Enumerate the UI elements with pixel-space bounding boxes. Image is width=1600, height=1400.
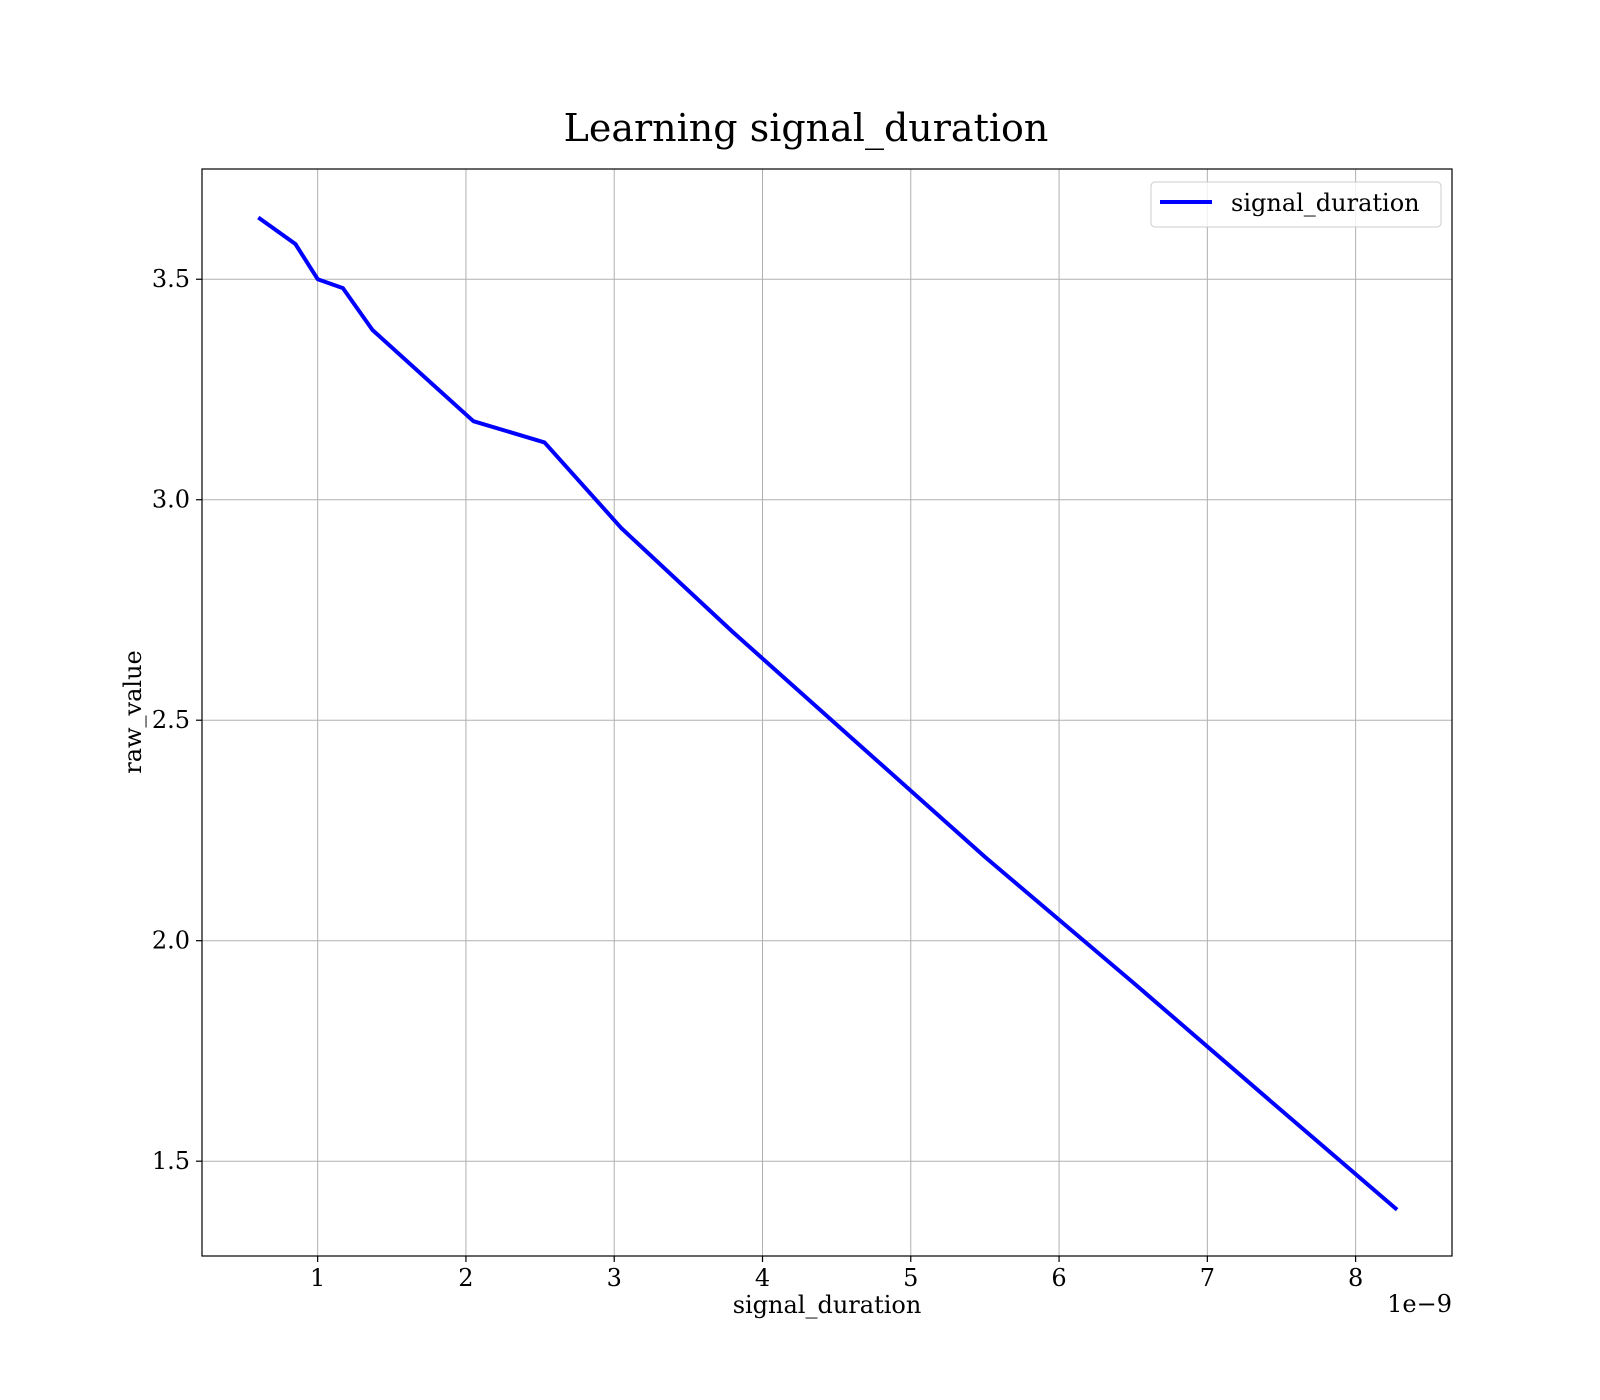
- legend: signal_duration: [1150, 181, 1442, 228]
- x-tick-label: 2: [458, 1264, 473, 1292]
- y-tick-label: 3.0: [152, 486, 190, 514]
- x-axis-offset-text: 1e−9: [1387, 1290, 1452, 1318]
- y-tick-label: 2.5: [152, 706, 190, 734]
- x-tick-label: 7: [1200, 1264, 1215, 1292]
- legend-label-signal-duration: signal_duration: [1231, 189, 1420, 217]
- x-tick-label: 4: [755, 1264, 770, 1292]
- y-tick-label: 3.5: [152, 265, 190, 293]
- x-tick-label: 6: [1051, 1264, 1066, 1292]
- series-layer: [257, 215, 1399, 1212]
- y-tick-label: 1.5: [152, 1147, 190, 1175]
- x-tick-label: 3: [607, 1264, 622, 1292]
- y-tick-label: 2.0: [152, 927, 190, 955]
- y-axis-ticks: 1.5 2.0 2.5 3.0 3.5: [152, 265, 202, 1175]
- chart-title: Learning signal_duration: [564, 106, 1049, 151]
- x-tick-label: 5: [903, 1264, 918, 1292]
- legend-box: [1150, 181, 1442, 228]
- y-axis-label: raw_value: [119, 650, 147, 774]
- x-tick-label: 8: [1348, 1264, 1363, 1292]
- plot-frame: [201, 168, 1453, 1257]
- x-axis-ticks: 1 2 3 4 5 6 7 8: [310, 1256, 1363, 1292]
- x-tick-label: 1: [310, 1264, 325, 1292]
- grid: [202, 169, 1452, 1256]
- x-axis-label: signal_duration: [733, 1291, 922, 1319]
- series-line-signal-duration: [257, 215, 1399, 1212]
